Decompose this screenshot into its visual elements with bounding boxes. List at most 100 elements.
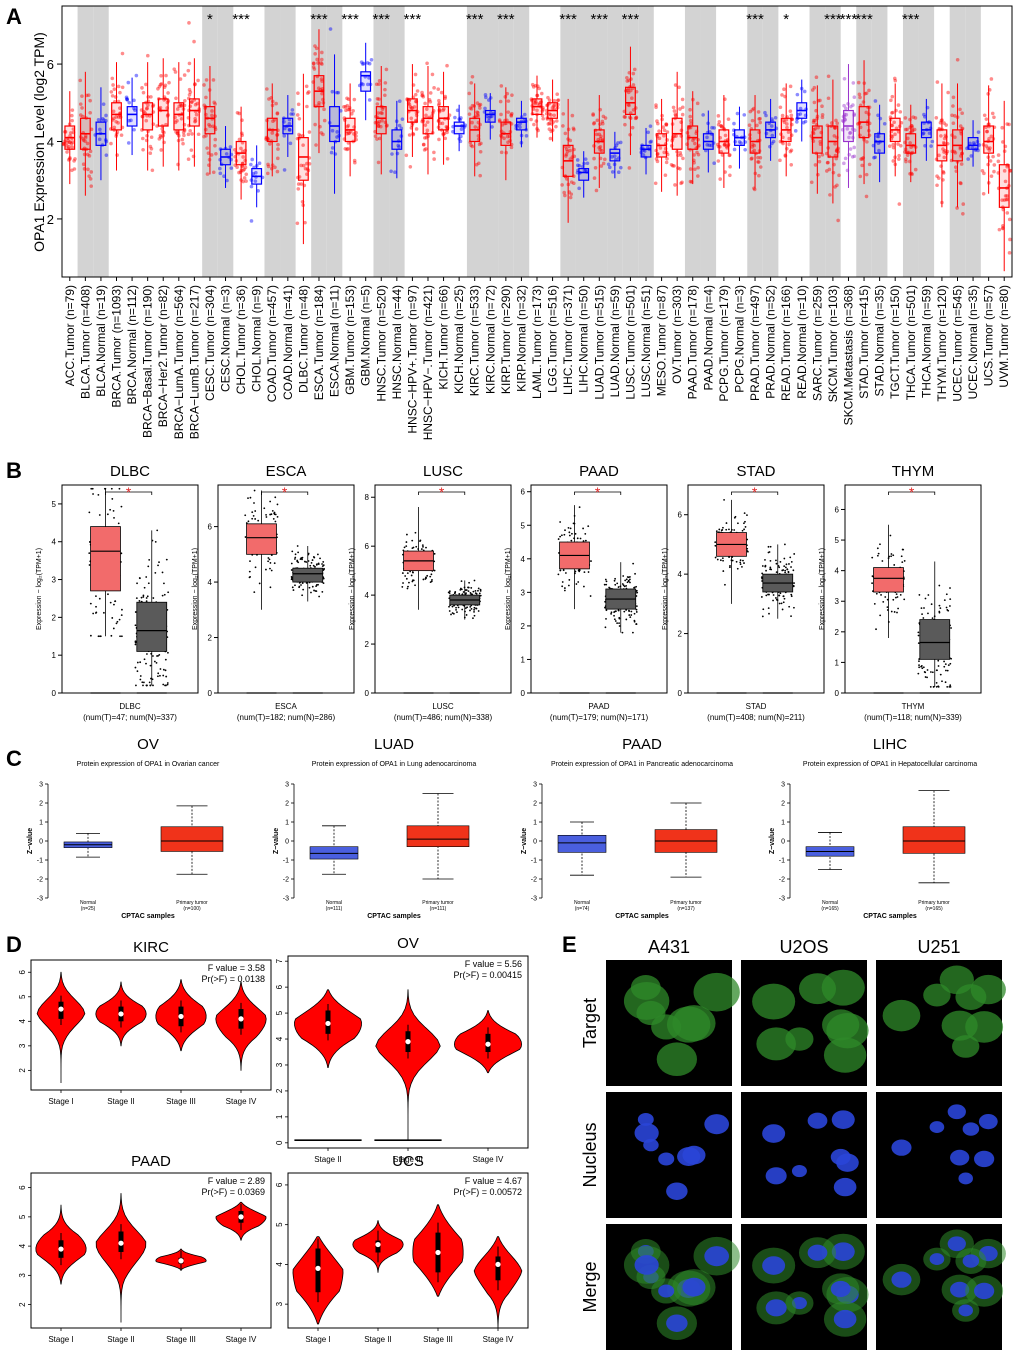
x-tick-label: Stage I — [48, 1335, 73, 1344]
y-tick-label: 6 — [365, 542, 370, 551]
data-point — [305, 104, 309, 109]
data-point — [321, 590, 324, 593]
data-point — [73, 157, 77, 161]
data-point — [614, 583, 617, 586]
data-point — [664, 122, 669, 127]
data-point — [301, 163, 306, 168]
data-point — [662, 150, 666, 155]
data-point — [877, 148, 881, 153]
data-point — [593, 165, 598, 170]
y-tick-label: -1 — [531, 858, 537, 865]
y-tick-label: 0 — [275, 1140, 284, 1145]
data-point — [600, 121, 605, 126]
data-point — [367, 61, 372, 66]
data-point — [208, 124, 212, 129]
data-point — [162, 668, 165, 671]
data-point — [663, 173, 668, 178]
data-point — [249, 576, 251, 578]
data-point — [843, 156, 848, 161]
data-point — [758, 155, 763, 160]
subplot-subtitle: Protein expression of OPA1 in Ovarian ca… — [77, 761, 220, 768]
data-point — [67, 140, 72, 145]
data-point — [835, 183, 839, 188]
data-point — [316, 103, 321, 107]
data-point — [253, 502, 255, 504]
data-point — [455, 609, 457, 611]
data-point — [154, 571, 157, 574]
data-point — [297, 116, 302, 121]
data-point — [269, 513, 272, 516]
data-point — [70, 108, 75, 112]
data-point — [927, 594, 930, 596]
data-point — [980, 168, 985, 173]
data-point — [660, 117, 664, 122]
data-point — [582, 527, 584, 530]
data-point — [97, 493, 100, 496]
data-point — [631, 108, 636, 112]
data-point — [510, 111, 514, 116]
data-point — [857, 92, 862, 97]
data-point — [311, 585, 314, 588]
data-point — [984, 117, 989, 121]
data-point — [459, 116, 463, 120]
data-point — [178, 77, 183, 81]
data-point — [267, 97, 271, 101]
data-point — [477, 587, 480, 590]
data-point — [898, 110, 903, 114]
data-point — [127, 118, 131, 123]
data-point — [793, 553, 796, 555]
subplot-subtitle: Protein expression of OPA1 in Lung adeno… — [312, 761, 477, 768]
sample-counts: (num(T)=118; num(N)=339) — [864, 713, 962, 722]
data-point — [696, 165, 700, 170]
data-point — [768, 612, 770, 615]
data-point — [218, 166, 222, 171]
data-point — [316, 563, 318, 566]
data-point — [550, 106, 555, 110]
data-point — [860, 157, 865, 161]
data-point — [712, 161, 716, 165]
data-point — [664, 123, 669, 127]
data-point — [677, 85, 681, 90]
plot-frame — [530, 484, 668, 694]
data-point — [274, 496, 277, 499]
data-point — [941, 171, 946, 175]
data-point — [144, 82, 148, 87]
data-point — [945, 669, 947, 672]
data-point — [716, 114, 721, 118]
data-point — [149, 135, 154, 140]
data-point — [564, 529, 566, 532]
data-point — [901, 548, 904, 551]
data-point — [147, 565, 150, 568]
data-point — [583, 571, 586, 574]
box — [360, 71, 372, 92]
data-point — [320, 50, 324, 55]
cytoplasm-stain — [823, 1037, 867, 1073]
data-point — [814, 75, 819, 80]
data-point — [551, 104, 556, 108]
data-point — [145, 134, 149, 138]
data-point — [294, 558, 296, 560]
y-tick-label: 0 — [781, 839, 785, 846]
data-point — [301, 133, 305, 138]
data-point — [445, 63, 449, 68]
data-point — [420, 93, 425, 97]
data-point — [604, 626, 607, 629]
data-point — [595, 118, 600, 123]
box — [967, 137, 979, 150]
data-point — [448, 592, 451, 594]
data-point — [367, 76, 371, 80]
data-point — [594, 188, 599, 193]
data-point — [380, 111, 384, 116]
data-point — [474, 162, 479, 167]
data-point — [211, 124, 215, 129]
data-point — [635, 585, 638, 588]
data-point — [737, 140, 742, 144]
data-point — [568, 534, 571, 537]
data-point — [111, 109, 116, 114]
data-point — [597, 132, 602, 137]
data-point — [468, 106, 473, 110]
data-point — [106, 513, 109, 516]
nucleus-stain — [891, 1271, 912, 1288]
data-point — [909, 171, 914, 176]
